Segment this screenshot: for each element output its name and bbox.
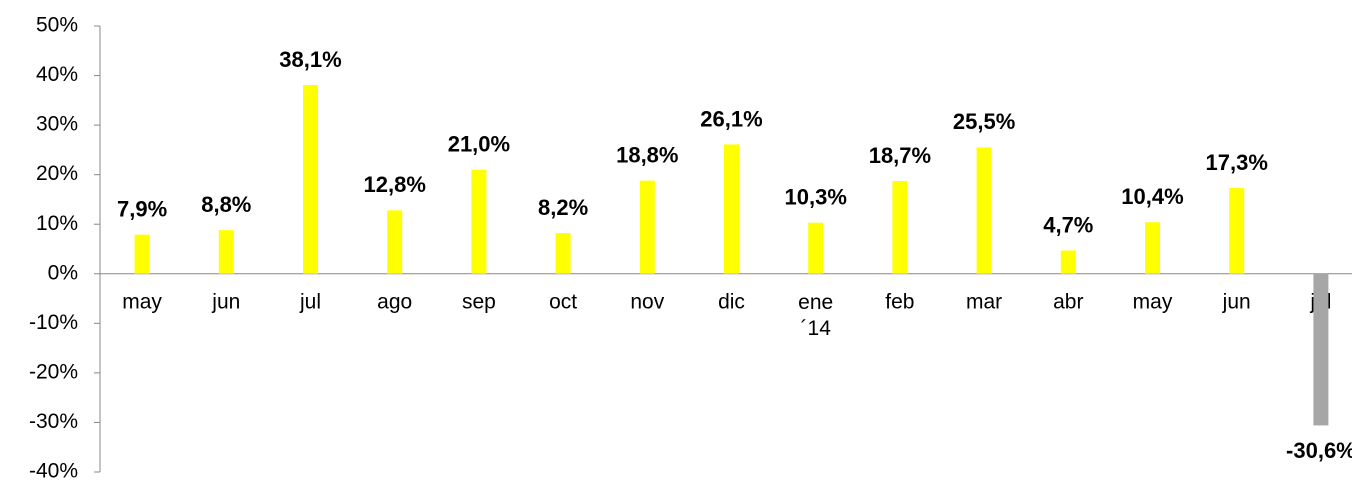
x-tick-label: abr — [1053, 290, 1083, 313]
bar — [1313, 273, 1329, 426]
x-tick-label: mar — [966, 290, 1002, 313]
bar — [471, 169, 487, 274]
x-tick-label: may — [1133, 290, 1173, 313]
value-label: 21,0% — [448, 132, 510, 157]
bar — [134, 234, 150, 274]
bar — [303, 84, 318, 274]
value-label: 4,7% — [1043, 212, 1093, 237]
value-label: 26,1% — [700, 106, 762, 131]
x-tick-label: may — [122, 290, 162, 313]
x-tick-label: jun — [1222, 290, 1251, 313]
bar — [892, 181, 908, 274]
value-label: 10,4% — [1121, 184, 1183, 209]
bar — [1145, 222, 1160, 274]
value-label: 10,3% — [785, 185, 847, 210]
bar — [555, 233, 571, 274]
x-tick-label: dic — [718, 290, 745, 313]
value-label: 18,8% — [616, 142, 678, 167]
value-label: 7,9% — [117, 196, 167, 221]
y-tick-label: 30% — [36, 113, 78, 136]
y-tick-label: 0% — [48, 261, 78, 284]
bar — [387, 210, 403, 274]
y-tick-label: -20% — [29, 360, 78, 383]
x-tick-label: ago — [377, 290, 412, 313]
y-tick-label: 50% — [36, 14, 78, 37]
value-label: -30,6% — [1286, 438, 1352, 463]
bar — [218, 230, 234, 274]
y-tick-label: -30% — [29, 410, 78, 433]
y-tick-label: 40% — [36, 63, 78, 86]
value-label: 8,8% — [201, 192, 251, 217]
bar — [1229, 188, 1245, 274]
x-tick-label: sep — [462, 290, 496, 313]
bar — [724, 144, 739, 274]
bar — [639, 180, 655, 274]
bar — [1060, 250, 1076, 274]
value-label: 8,2% — [538, 195, 588, 220]
value-label: 12,8% — [364, 172, 426, 197]
value-label: 17,3% — [1206, 150, 1268, 175]
bar — [976, 147, 992, 274]
y-tick-label: -40% — [29, 460, 78, 483]
x-tick-label: feb — [885, 290, 914, 313]
x-tick-label: ene ´14 — [798, 290, 833, 339]
y-tick-label: 10% — [36, 212, 78, 235]
bar — [808, 222, 824, 274]
y-tick-label: 20% — [36, 162, 78, 185]
value-label: 25,5% — [953, 109, 1015, 134]
y-tick-label: -10% — [29, 311, 78, 334]
x-tick-label: nov — [630, 290, 664, 313]
x-tick-label: jun — [211, 290, 240, 313]
value-label: 18,7% — [869, 143, 931, 168]
x-tick-label: jul — [299, 290, 321, 313]
x-tick-label: oct — [549, 290, 577, 313]
value-label: 38,1% — [279, 47, 341, 72]
